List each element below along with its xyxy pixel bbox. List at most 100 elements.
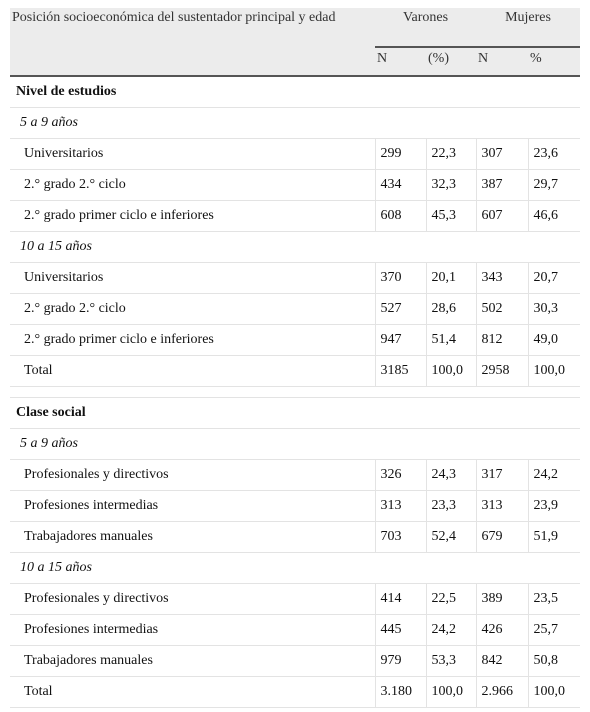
header-cell: N [375,46,426,77]
number-cell: 23,5 [527,583,581,615]
number-cell: 46,6 [527,200,581,232]
row-label: Profesionales y directivos [10,459,375,491]
number-cell: 445 [374,614,426,646]
number-cell: 842 [475,645,529,677]
group-label: 10 a 15 años [10,231,581,263]
number-cell: 414 [374,583,426,615]
number-cell: 502 [475,293,529,325]
number-cell: 2958 [475,355,529,387]
number-cell: 22,3 [425,138,477,170]
number-cell: 370 [374,262,426,294]
row-label: 2.° grado 2.° ciclo [10,293,375,325]
section-title: Clase social [10,397,581,429]
number-cell: 313 [374,490,426,522]
number-cell: 299 [374,138,426,170]
spacer-cell [10,386,581,398]
group-label: 5 a 9 años [10,428,581,460]
number-cell: 3.180 [374,676,426,708]
group-row: 10 a 15 años [10,552,581,584]
data-row: Trabajadores manuales 979 53,3 842 50,8 [10,645,581,677]
row-label: Total [10,676,375,708]
row-label: Profesiones intermedias [10,614,375,646]
number-cell: 2.966 [475,676,529,708]
group-label: 10 a 15 años [10,552,581,584]
group-row: 5 a 9 años [10,107,581,139]
row-label: Universitarios [10,138,375,170]
row-label: 2.° grado primer ciclo e inferiores [10,200,375,232]
number-cell: 51,4 [425,324,477,356]
header-cell: Mujeres [476,8,581,47]
header-cell: (%) [426,46,477,77]
number-cell: 947 [374,324,426,356]
group-row: 5 a 9 años [10,428,581,460]
header-cell: Varones [375,8,477,47]
header-row: Posición socioeconómica del sustentador … [10,8,581,77]
data-row: 2.° grado primer ciclo e inferiores 947 51… [10,324,581,356]
data-table: Posición socioeconómica del sustentador … [10,8,581,708]
header-row: N (%) N % [10,46,581,77]
section-row: Clase social [10,397,581,429]
number-cell: 32,3 [425,169,477,201]
number-cell: 49,0 [527,324,581,356]
number-cell: 434 [374,169,426,201]
data-row: Total 3185 100,0 2958 100,0 [10,355,581,387]
number-cell: 24,2 [527,459,581,491]
table-body: Nivel de estudios 5 a 9 años Universitario… [10,76,581,708]
group-row: 10 a 15 años [10,231,581,263]
number-cell: 812 [475,324,529,356]
data-row: Trabajadores manuales 703 52,4 679 51,9 [10,521,581,553]
data-row: 2.° grado 2.° ciclo 527 28,6 502 30,3 [10,293,581,325]
number-cell: 30,3 [527,293,581,325]
number-cell: 313 [475,490,529,522]
number-cell: 3185 [374,355,426,387]
number-cell: 100,0 [527,355,581,387]
number-cell: 50,8 [527,645,581,677]
number-cell: 343 [475,262,529,294]
number-cell: 23,9 [527,490,581,522]
section-title: Nivel de estudios [10,76,581,108]
number-cell: 24,2 [425,614,477,646]
number-cell: 389 [475,583,529,615]
section-row: Nivel de estudios [10,76,581,108]
header-cell: % [528,46,581,77]
number-cell: 20,7 [527,262,581,294]
number-cell: 608 [374,200,426,232]
number-cell: 387 [475,169,529,201]
number-cell: 25,7 [527,614,581,646]
number-cell: 22,5 [425,583,477,615]
row-label: Profesionales y directivos [10,583,375,615]
data-row: Profesionales y directivos 326 24,3 317 24,2 [10,459,581,491]
number-cell: 52,4 [425,521,477,553]
number-cell: 703 [374,521,426,553]
data-row: 2.° grado primer ciclo e inferiores 608 45… [10,200,581,232]
number-cell: 607 [475,200,529,232]
number-cell: 317 [475,459,529,491]
data-row: 2.° grado 2.° ciclo 434 32,3 387 29,7 [10,169,581,201]
header-cell: Posición socioeconómica del sustentador … [10,8,375,77]
row-label: Trabajadores manuales [10,521,375,553]
number-cell: 29,7 [527,169,581,201]
number-cell: 100,0 [425,355,477,387]
number-cell: 53,3 [425,645,477,677]
number-cell: 527 [374,293,426,325]
spacer-row [10,386,581,398]
number-cell: 100,0 [527,676,581,708]
number-cell: 426 [475,614,529,646]
data-row: Profesionales y directivos 414 22,5 389 23,5 [10,583,581,615]
number-cell: 51,9 [527,521,581,553]
number-cell: 24,3 [425,459,477,491]
number-cell: 28,6 [425,293,477,325]
data-row: Universitarios 299 22,3 307 23,6 [10,138,581,170]
table-container: Posición socioeconómica del sustentador … [10,8,581,708]
data-row: Profesiones intermedias 445 24,2 426 25,7 [10,614,581,646]
table-header: Posición socioeconómica del sustentador … [10,8,581,77]
row-label: 2.° grado primer ciclo e inferiores [10,324,375,356]
header-cell: N [476,46,529,77]
group-label: 5 a 9 años [10,107,581,139]
data-row: Profesiones intermedias 313 23,3 313 23,9 [10,490,581,522]
row-label: 2.° grado 2.° ciclo [10,169,375,201]
number-cell: 45,3 [425,200,477,232]
number-cell: 100,0 [425,676,477,708]
number-cell: 979 [374,645,426,677]
